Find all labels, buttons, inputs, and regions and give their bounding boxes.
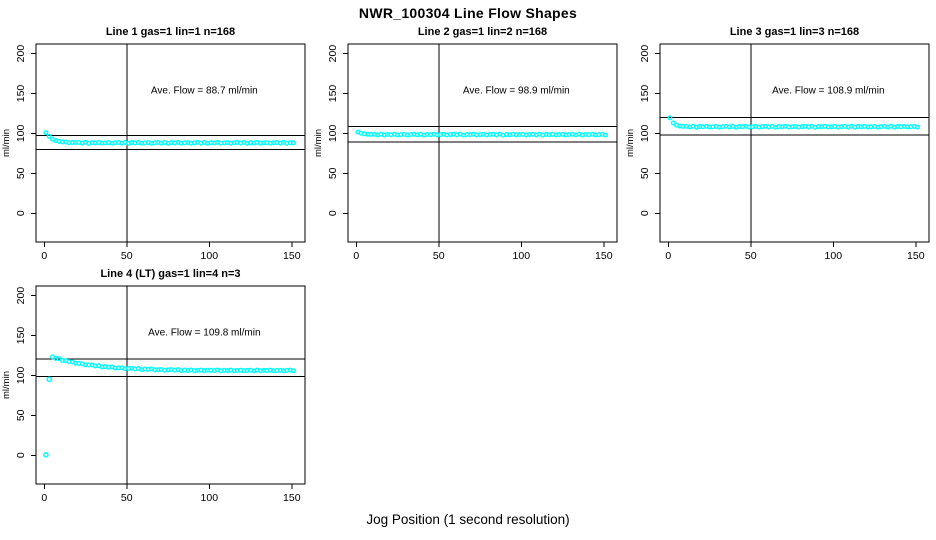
subplot-title-line-4: Line 4 (LT) gas=1 lin=4 n=3 [100,268,241,280]
svg-text:100: 100 [201,250,219,262]
svg-text:ml/min: ml/min [313,129,324,157]
subplot-title-line-2: Line 2 gas=1 lin=2 n=168 [417,26,548,38]
svg-text:200: 200 [15,45,27,63]
svg-text:100: 100 [513,250,531,262]
svg-text:50: 50 [433,250,445,262]
svg-text:150: 150 [283,492,301,504]
svg-text:0: 0 [665,250,671,262]
svg-text:0: 0 [15,452,27,458]
svg-text:Ave. Flow = 109.8 ml/min: Ave. Flow = 109.8 ml/min [148,328,260,339]
subplot-line-4: Line 4 (LT) gas=1 lin=4 n=3 0 50 100 150 0 50… [0,262,312,504]
subplot-title-line-1: Line 1 gas=1 lin=1 n=168 [105,26,236,38]
subplot-line-3: Line 3 gas=1 lin=3 n=168 0 50 100 150 0 50 100… [624,20,936,262]
svg-text:150: 150 [907,250,925,262]
svg-text:150: 150 [15,327,27,345]
svg-text:50: 50 [15,167,27,179]
plot-canvas-line-4: 0 50 100 150 0 50 100 150 200 ml/min Ave. Flow = 1… [1,285,306,504]
svg-text:100: 100 [15,367,27,385]
svg-text:ml/min: ml/min [1,371,12,399]
svg-text:50: 50 [121,250,133,262]
plot-canvas-line-3: 0 50 100 150 0 50 100 150 200 ml/min Ave. Flow = 1… [625,43,930,262]
subplot-line-2: Line 2 gas=1 lin=2 n=168 0 50 100 150 0 50 100… [312,20,624,262]
plot-canvas-line-1: 0 50 100 150 0 50 100 150 200 ml/min Ave. Flow = 8… [1,43,306,262]
svg-text:0: 0 [639,210,651,216]
svg-text:0: 0 [327,210,339,216]
svg-text:0: 0 [353,250,359,262]
svg-text:50: 50 [327,167,339,179]
svg-text:200: 200 [639,45,651,63]
svg-text:ml/min: ml/min [1,129,12,157]
svg-text:150: 150 [15,85,27,103]
svg-text:150: 150 [283,250,301,262]
svg-text:100: 100 [825,250,843,262]
svg-text:50: 50 [15,409,27,421]
svg-text:ml/min: ml/min [625,129,636,157]
svg-text:200: 200 [327,45,339,63]
x-axis-label: Jog Position (1 second resolution) [366,512,570,527]
svg-text:100: 100 [15,125,27,143]
svg-text:200: 200 [15,287,27,305]
svg-text:100: 100 [201,492,219,504]
subplot-title-line-3: Line 3 gas=1 lin=3 n=168 [729,26,860,38]
svg-text:Ave. Flow = 88.7 ml/min: Ave. Flow = 88.7 ml/min [151,86,258,97]
subplot-line-1: Line 1 gas=1 lin=1 n=168 0 50 100 150 0 50 100… [0,20,312,262]
svg-text:0: 0 [41,492,47,504]
svg-text:50: 50 [745,250,757,262]
svg-text:50: 50 [121,492,133,504]
page-title: NWR_100304 Line Flow Shapes [358,5,578,21]
svg-text:0: 0 [15,210,27,216]
svg-text:0: 0 [41,250,47,262]
plot-canvas-line-2: 0 50 100 150 0 50 100 150 200 ml/min Ave. Flow = 9… [313,43,618,262]
svg-text:150: 150 [327,85,339,103]
svg-text:Ave. Flow = 98.9 ml/min: Ave. Flow = 98.9 ml/min [463,86,570,97]
svg-text:100: 100 [327,125,339,143]
svg-text:100: 100 [639,125,651,143]
svg-text:150: 150 [639,85,651,103]
svg-text:Ave. Flow = 108.9 ml/min: Ave. Flow = 108.9 ml/min [772,86,884,97]
svg-text:50: 50 [639,167,651,179]
svg-text:150: 150 [595,250,613,262]
